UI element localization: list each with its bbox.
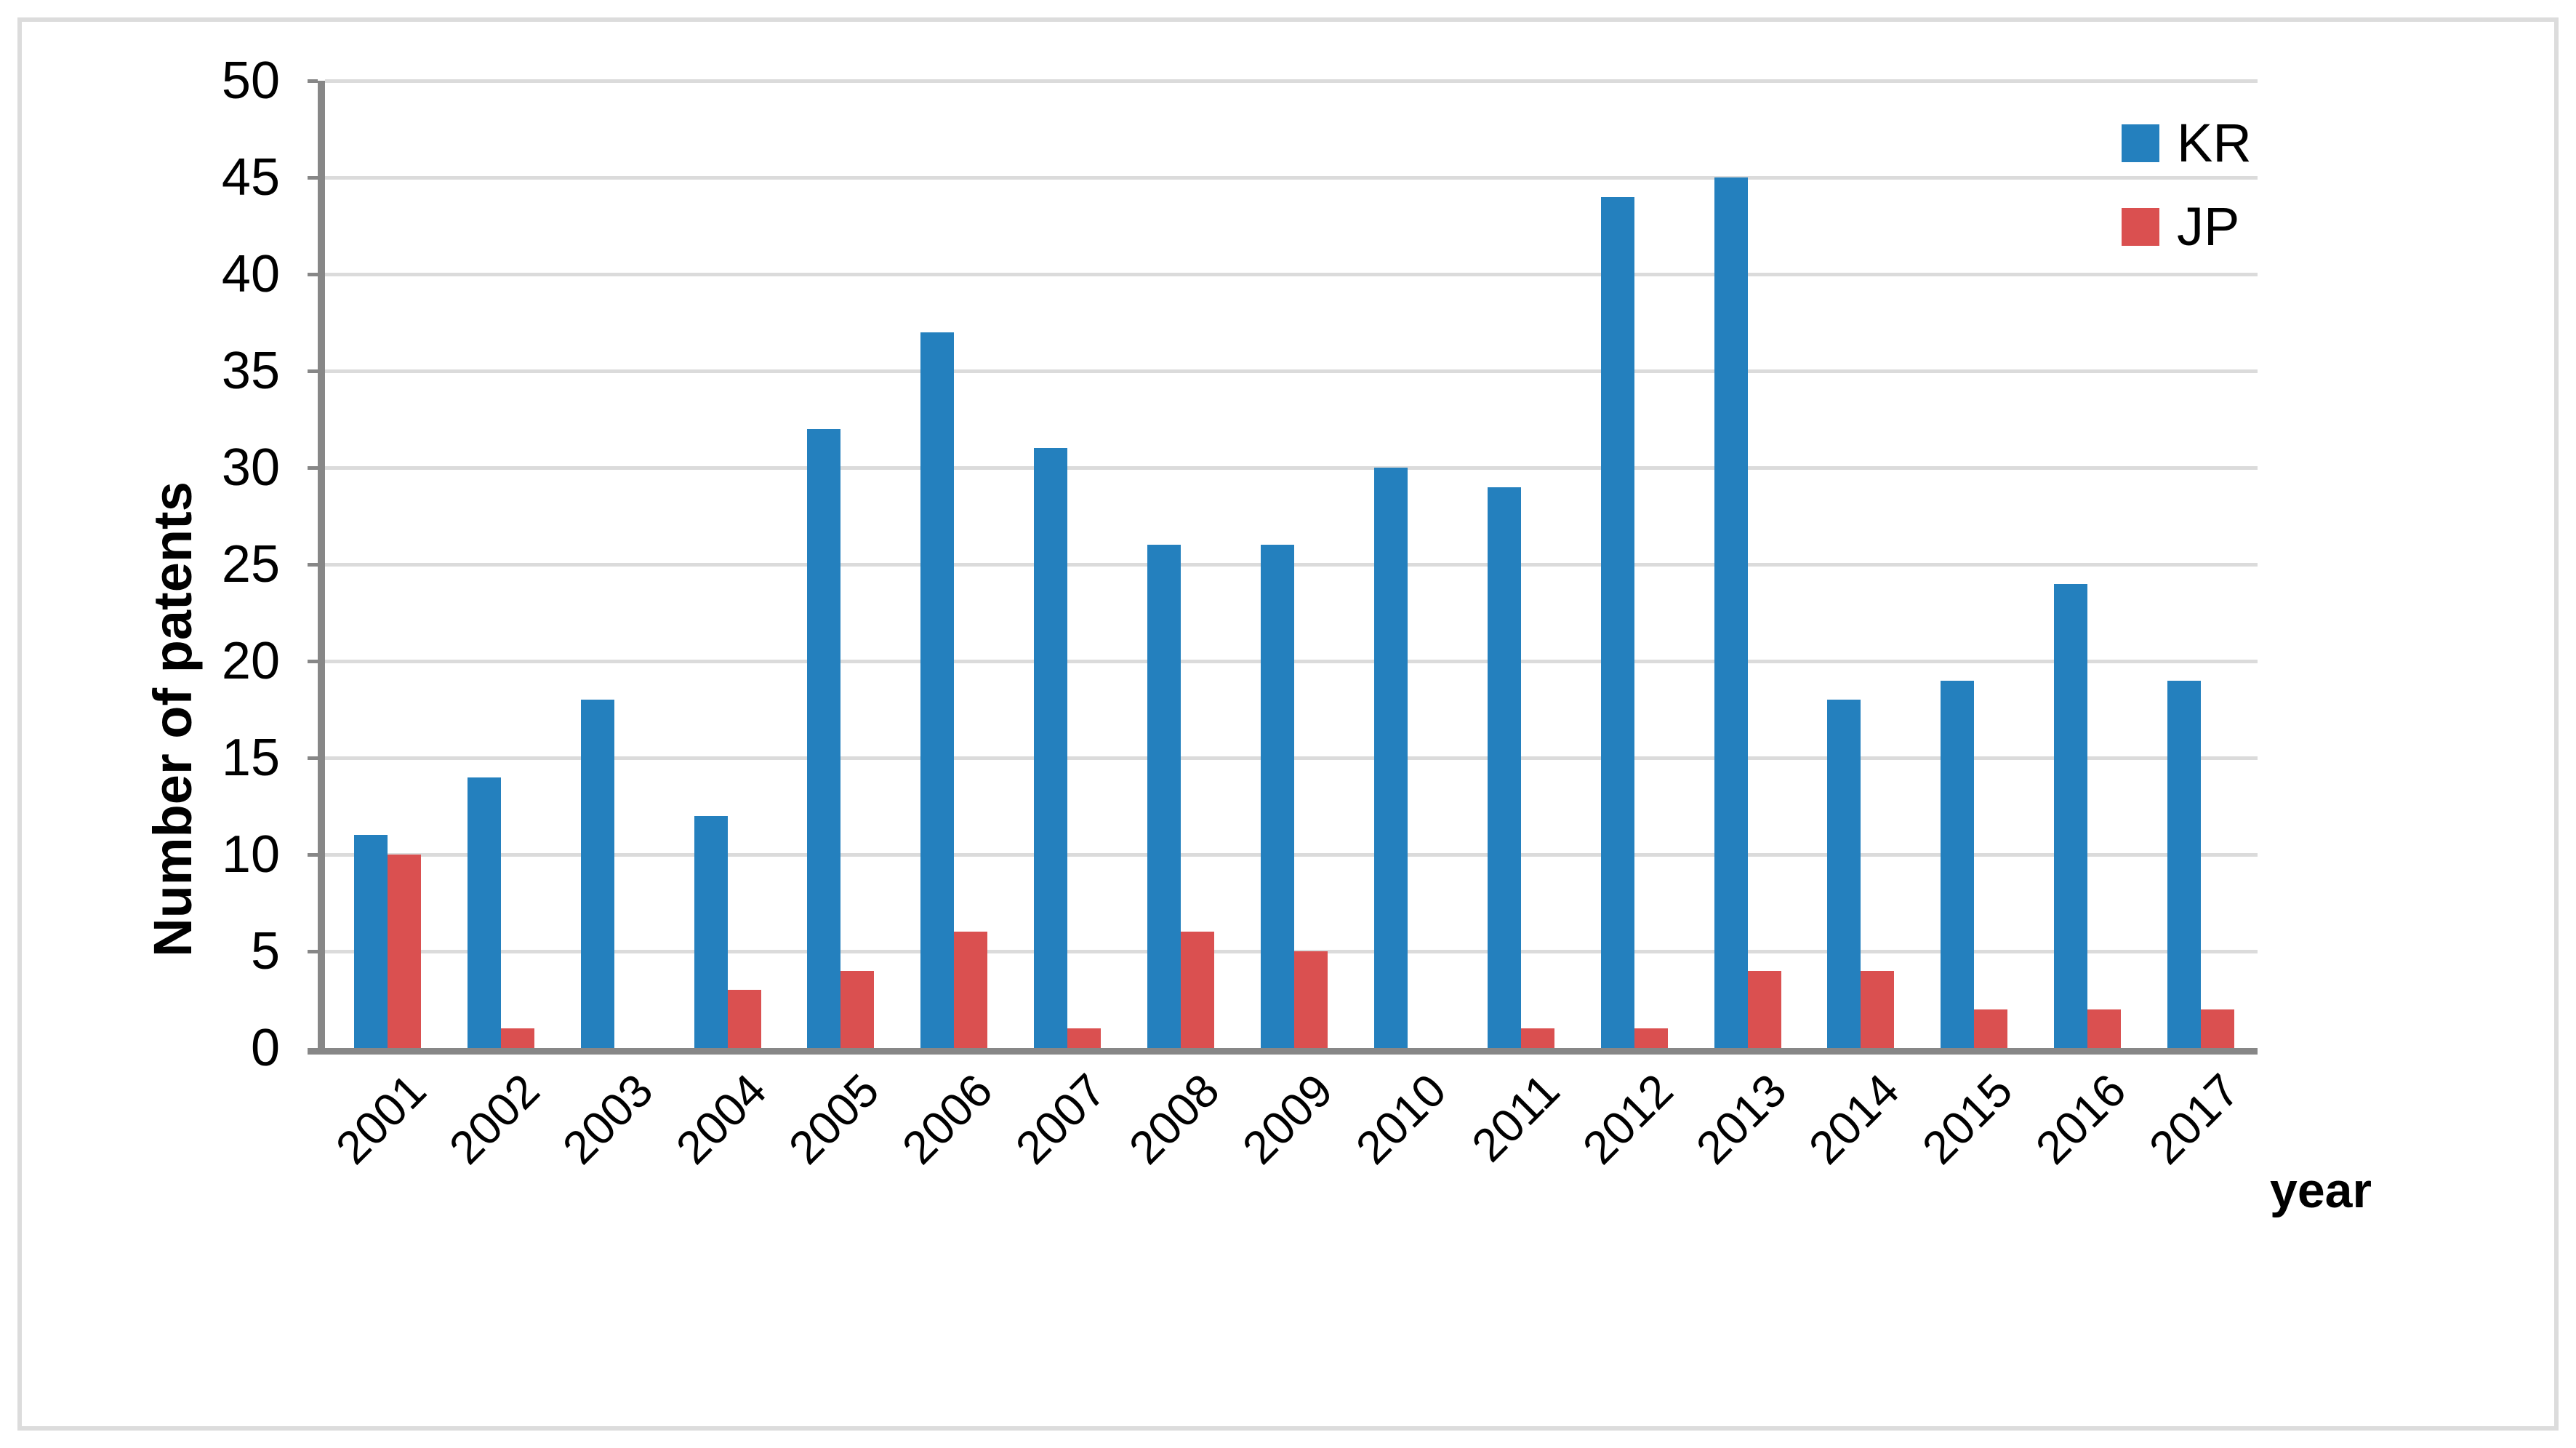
bar-jp-2014 (1861, 970, 1895, 1048)
y-tick-5 (308, 950, 318, 953)
y-tick-label-30: 30 (221, 439, 280, 497)
y-axis-line (318, 81, 325, 1055)
legend-label-jp: JP (2177, 196, 2240, 257)
y-tick-10 (308, 853, 318, 857)
x-category-label-2010: 2010 (1345, 1063, 1456, 1175)
y-tick-20 (308, 660, 318, 663)
x-category-label-2008: 2008 (1119, 1063, 1229, 1175)
x-category-label-2017: 2017 (2139, 1063, 2250, 1175)
bar-kr-2016 (2054, 583, 2088, 1048)
bar-kr-2009 (1261, 545, 1294, 1048)
bar-kr-2003 (580, 700, 614, 1048)
y-tick-label-5: 5 (250, 922, 280, 980)
x-axis-line (308, 1048, 2258, 1055)
bar-kr-2012 (1600, 196, 1634, 1048)
y-tick-label-10: 10 (221, 825, 280, 884)
x-category-label-2014: 2014 (1799, 1063, 1910, 1175)
y-tick-40 (308, 273, 318, 276)
y-tick-35 (308, 369, 318, 373)
bar-kr-2004 (694, 815, 728, 1048)
bar-jp-2016 (2087, 1009, 2122, 1048)
y-tick-45 (308, 176, 318, 180)
bar-kr-2006 (920, 332, 955, 1048)
bar-jp-2005 (840, 970, 875, 1048)
y-tick-label-20: 20 (221, 632, 280, 690)
y-tick-15 (308, 756, 318, 760)
bar-jp-2006 (954, 932, 988, 1048)
bar-jp-2001 (387, 855, 421, 1048)
bar-jp-2009 (1294, 951, 1328, 1048)
gridline-30 (325, 466, 2258, 470)
bar-kr-2010 (1373, 468, 1408, 1048)
y-tick-label-35: 35 (221, 342, 280, 400)
bar-jp-2002 (500, 1028, 534, 1048)
bar-jp-2011 (1520, 1028, 1554, 1048)
bar-jp-2017 (2201, 1009, 2235, 1048)
y-tick-label-25: 25 (221, 535, 280, 593)
x-category-label-2006: 2006 (892, 1063, 1003, 1175)
legend-swatch-kr (2122, 124, 2159, 162)
bar-jp-2015 (1974, 1009, 2008, 1048)
gridline-40 (325, 273, 2258, 276)
y-axis-title: Number of patents (143, 481, 203, 957)
x-category-label-2003: 2003 (552, 1063, 663, 1175)
x-category-label-2007: 2007 (1006, 1063, 1116, 1175)
x-category-label-2016: 2016 (2026, 1063, 2136, 1175)
bar-kr-2001 (353, 835, 388, 1048)
x-axis-title: year (2270, 1163, 2372, 1218)
bar-kr-2008 (1147, 545, 1181, 1048)
bar-kr-2013 (1714, 177, 1748, 1048)
x-category-label-2015: 2015 (1912, 1063, 2023, 1175)
x-category-label-2011: 2011 (1461, 1063, 1570, 1172)
gridline-50 (325, 79, 2258, 83)
y-tick-label-50: 50 (221, 52, 280, 110)
bar-kr-2005 (807, 428, 841, 1048)
y-tick-30 (308, 466, 318, 470)
y-tick-label-0: 0 (250, 1019, 280, 1077)
x-category-label-2009: 2009 (1232, 1063, 1343, 1175)
x-category-label-2002: 2002 (438, 1063, 550, 1175)
bar-kr-2017 (2167, 680, 2202, 1048)
x-category-label-2001: 2001 (325, 1063, 436, 1175)
y-tick-25 (308, 563, 318, 567)
y-tick-50 (308, 79, 318, 83)
bar-jp-2012 (1634, 1028, 1668, 1048)
bar-jp-2007 (1067, 1028, 1102, 1048)
bar-kr-2014 (1827, 700, 1861, 1048)
x-category-label-2004: 2004 (665, 1063, 777, 1175)
bar-kr-2002 (467, 777, 501, 1048)
x-category-label-2012: 2012 (1572, 1063, 1683, 1175)
bar-kr-2007 (1034, 448, 1068, 1048)
y-tick-label-40: 40 (221, 245, 280, 303)
x-category-label-2013: 2013 (1685, 1063, 1797, 1175)
bar-jp-2013 (1747, 970, 1781, 1048)
bar-kr-2015 (1941, 680, 1975, 1048)
x-category-label-2005: 2005 (779, 1063, 890, 1175)
gridline-45 (325, 176, 2258, 180)
y-tick-label-15: 15 (221, 729, 280, 787)
bar-jp-2008 (1181, 932, 1215, 1048)
gridline-35 (325, 369, 2258, 373)
legend-label-kr: KR (2177, 113, 2252, 173)
legend-swatch-jp (2122, 208, 2159, 246)
y-tick-label-45: 45 (221, 148, 280, 207)
bar-kr-2011 (1487, 487, 1521, 1048)
bar-jp-2004 (727, 990, 761, 1048)
